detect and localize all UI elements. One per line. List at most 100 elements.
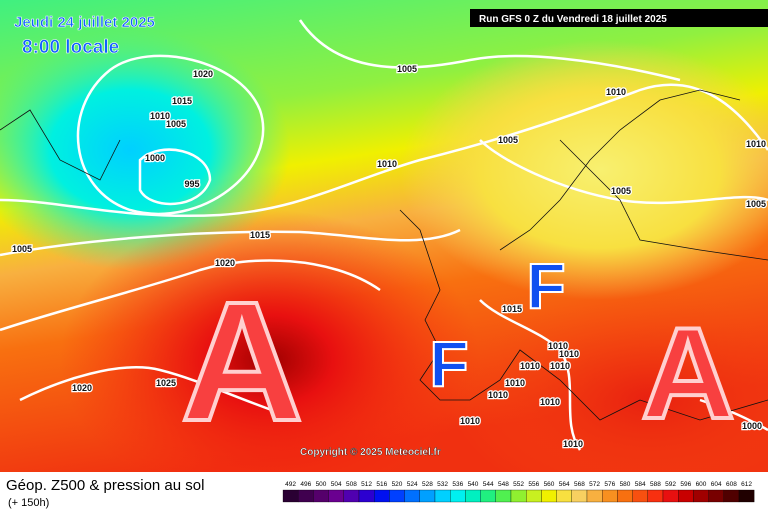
time: 8:00 locale bbox=[22, 37, 119, 58]
scale-label: 532 bbox=[437, 481, 448, 488]
run-info: Run GFS 0 Z du Vendredi 18 juillet 2025 bbox=[479, 14, 667, 25]
isobar-label: 1005 bbox=[498, 135, 518, 145]
isobar-label: 1010 bbox=[150, 111, 170, 121]
scale-swatch bbox=[738, 489, 755, 503]
isobar-label: 1010 bbox=[746, 139, 766, 149]
copyright: Copyright © 2025 Meteociel.fr bbox=[300, 447, 441, 458]
isobar-label: 1010 bbox=[505, 378, 525, 388]
scale-label: 528 bbox=[422, 481, 433, 488]
scale-label: 524 bbox=[407, 481, 418, 488]
ridge-area bbox=[400, 40, 768, 300]
scale-swatch bbox=[282, 489, 299, 503]
scale-swatch bbox=[419, 489, 436, 503]
isobar-label: 1005 bbox=[12, 244, 32, 254]
scale-swatch bbox=[602, 489, 618, 503]
pressure-center: A bbox=[641, 300, 735, 446]
isobar-label: 1020 bbox=[193, 69, 213, 79]
scale-label: 600 bbox=[696, 481, 707, 488]
scale-swatch bbox=[298, 489, 314, 503]
scale-swatch bbox=[465, 489, 481, 503]
date: Jeudi 24 juillet 2025 bbox=[14, 14, 155, 31]
scale-label: 556 bbox=[528, 481, 539, 488]
scale-swatch bbox=[404, 489, 420, 503]
scale-label: 576 bbox=[604, 481, 615, 488]
scale-label: 608 bbox=[726, 481, 737, 488]
scale-label: 560 bbox=[544, 481, 555, 488]
scale-swatch bbox=[450, 489, 466, 503]
isobar-label: 995 bbox=[184, 179, 199, 189]
isobar-label: 1020 bbox=[215, 258, 235, 268]
scale-swatch bbox=[571, 489, 588, 503]
scale-label: 572 bbox=[589, 481, 600, 488]
coastlines bbox=[0, 89, 768, 421]
scale-swatch bbox=[480, 489, 496, 503]
scale-swatch bbox=[510, 489, 527, 503]
scale-swatch bbox=[632, 489, 648, 503]
scale-label: 552 bbox=[513, 481, 524, 488]
pressure-center: F bbox=[429, 328, 468, 400]
isobar-label: 1010 bbox=[548, 341, 568, 351]
scale-swatch bbox=[586, 489, 603, 503]
scale-swatch bbox=[358, 489, 375, 503]
scale-label: 604 bbox=[711, 481, 722, 488]
scale-label: 492 bbox=[285, 481, 296, 488]
high-area bbox=[60, 210, 480, 510]
isobar-label: 1000 bbox=[145, 153, 165, 163]
isobar-label: 1005 bbox=[166, 119, 186, 129]
isobars bbox=[0, 19, 768, 451]
isobar-label: 1010 bbox=[563, 439, 583, 449]
scale-swatch bbox=[328, 489, 344, 503]
isobar-label: 1005 bbox=[746, 199, 766, 209]
high-area bbox=[450, 290, 768, 510]
footer-title: Géop. Z500 & pression au sol bbox=[6, 477, 204, 494]
scale-label: 544 bbox=[483, 481, 494, 488]
isobar-label: 1010 bbox=[559, 349, 579, 359]
scale-swatch bbox=[313, 489, 329, 503]
scale-label: 500 bbox=[316, 481, 327, 488]
footer-lead: (+ 150h) bbox=[8, 497, 49, 509]
scale-label: 516 bbox=[376, 481, 387, 488]
isobar-label: 1020 bbox=[72, 383, 92, 393]
scale-label: 548 bbox=[498, 481, 509, 488]
scale-label: 520 bbox=[392, 481, 403, 488]
scale-label: 504 bbox=[331, 481, 342, 488]
pressure-center: A bbox=[181, 267, 304, 457]
isobar-label: 1015 bbox=[250, 230, 270, 240]
scale-swatch bbox=[434, 489, 451, 503]
scale-swatch bbox=[526, 489, 542, 503]
pressure-center: F bbox=[526, 250, 565, 322]
scale-swatch bbox=[678, 489, 694, 503]
isobar-label: 1010 bbox=[606, 87, 626, 97]
scale-swatch bbox=[495, 489, 512, 503]
scale-label: 584 bbox=[635, 481, 646, 488]
isobar-label: 1025 bbox=[156, 378, 176, 388]
scale-swatch bbox=[647, 489, 664, 503]
scale-swatch bbox=[708, 489, 724, 503]
scale-label: 540 bbox=[468, 481, 479, 488]
isobar-label: 1015 bbox=[172, 96, 192, 106]
isobar-label: 1010 bbox=[377, 159, 397, 169]
scale-swatch bbox=[723, 489, 740, 503]
isobar-label: 1015 bbox=[502, 304, 522, 314]
scale-label: 512 bbox=[361, 481, 372, 488]
scale-label: 536 bbox=[452, 481, 463, 488]
scale-swatch bbox=[693, 489, 709, 503]
low-area bbox=[0, 30, 290, 270]
scale-swatch bbox=[617, 489, 633, 503]
scale-swatch bbox=[556, 489, 572, 503]
scale-swatch bbox=[662, 489, 679, 503]
scale-label: 588 bbox=[650, 481, 661, 488]
scale-swatch bbox=[389, 489, 405, 503]
isobar-label: 1005 bbox=[397, 64, 417, 74]
scale-label: 612 bbox=[741, 481, 752, 488]
isobar-label: 1010 bbox=[520, 361, 540, 371]
scale-label: 496 bbox=[300, 481, 311, 488]
scale-label: 580 bbox=[620, 481, 631, 488]
isobar-label: 1010 bbox=[540, 397, 560, 407]
scale-label: 564 bbox=[559, 481, 570, 488]
scale-swatch bbox=[374, 489, 390, 503]
isobar-label: 1000 bbox=[742, 421, 762, 431]
scale-label: 508 bbox=[346, 481, 357, 488]
